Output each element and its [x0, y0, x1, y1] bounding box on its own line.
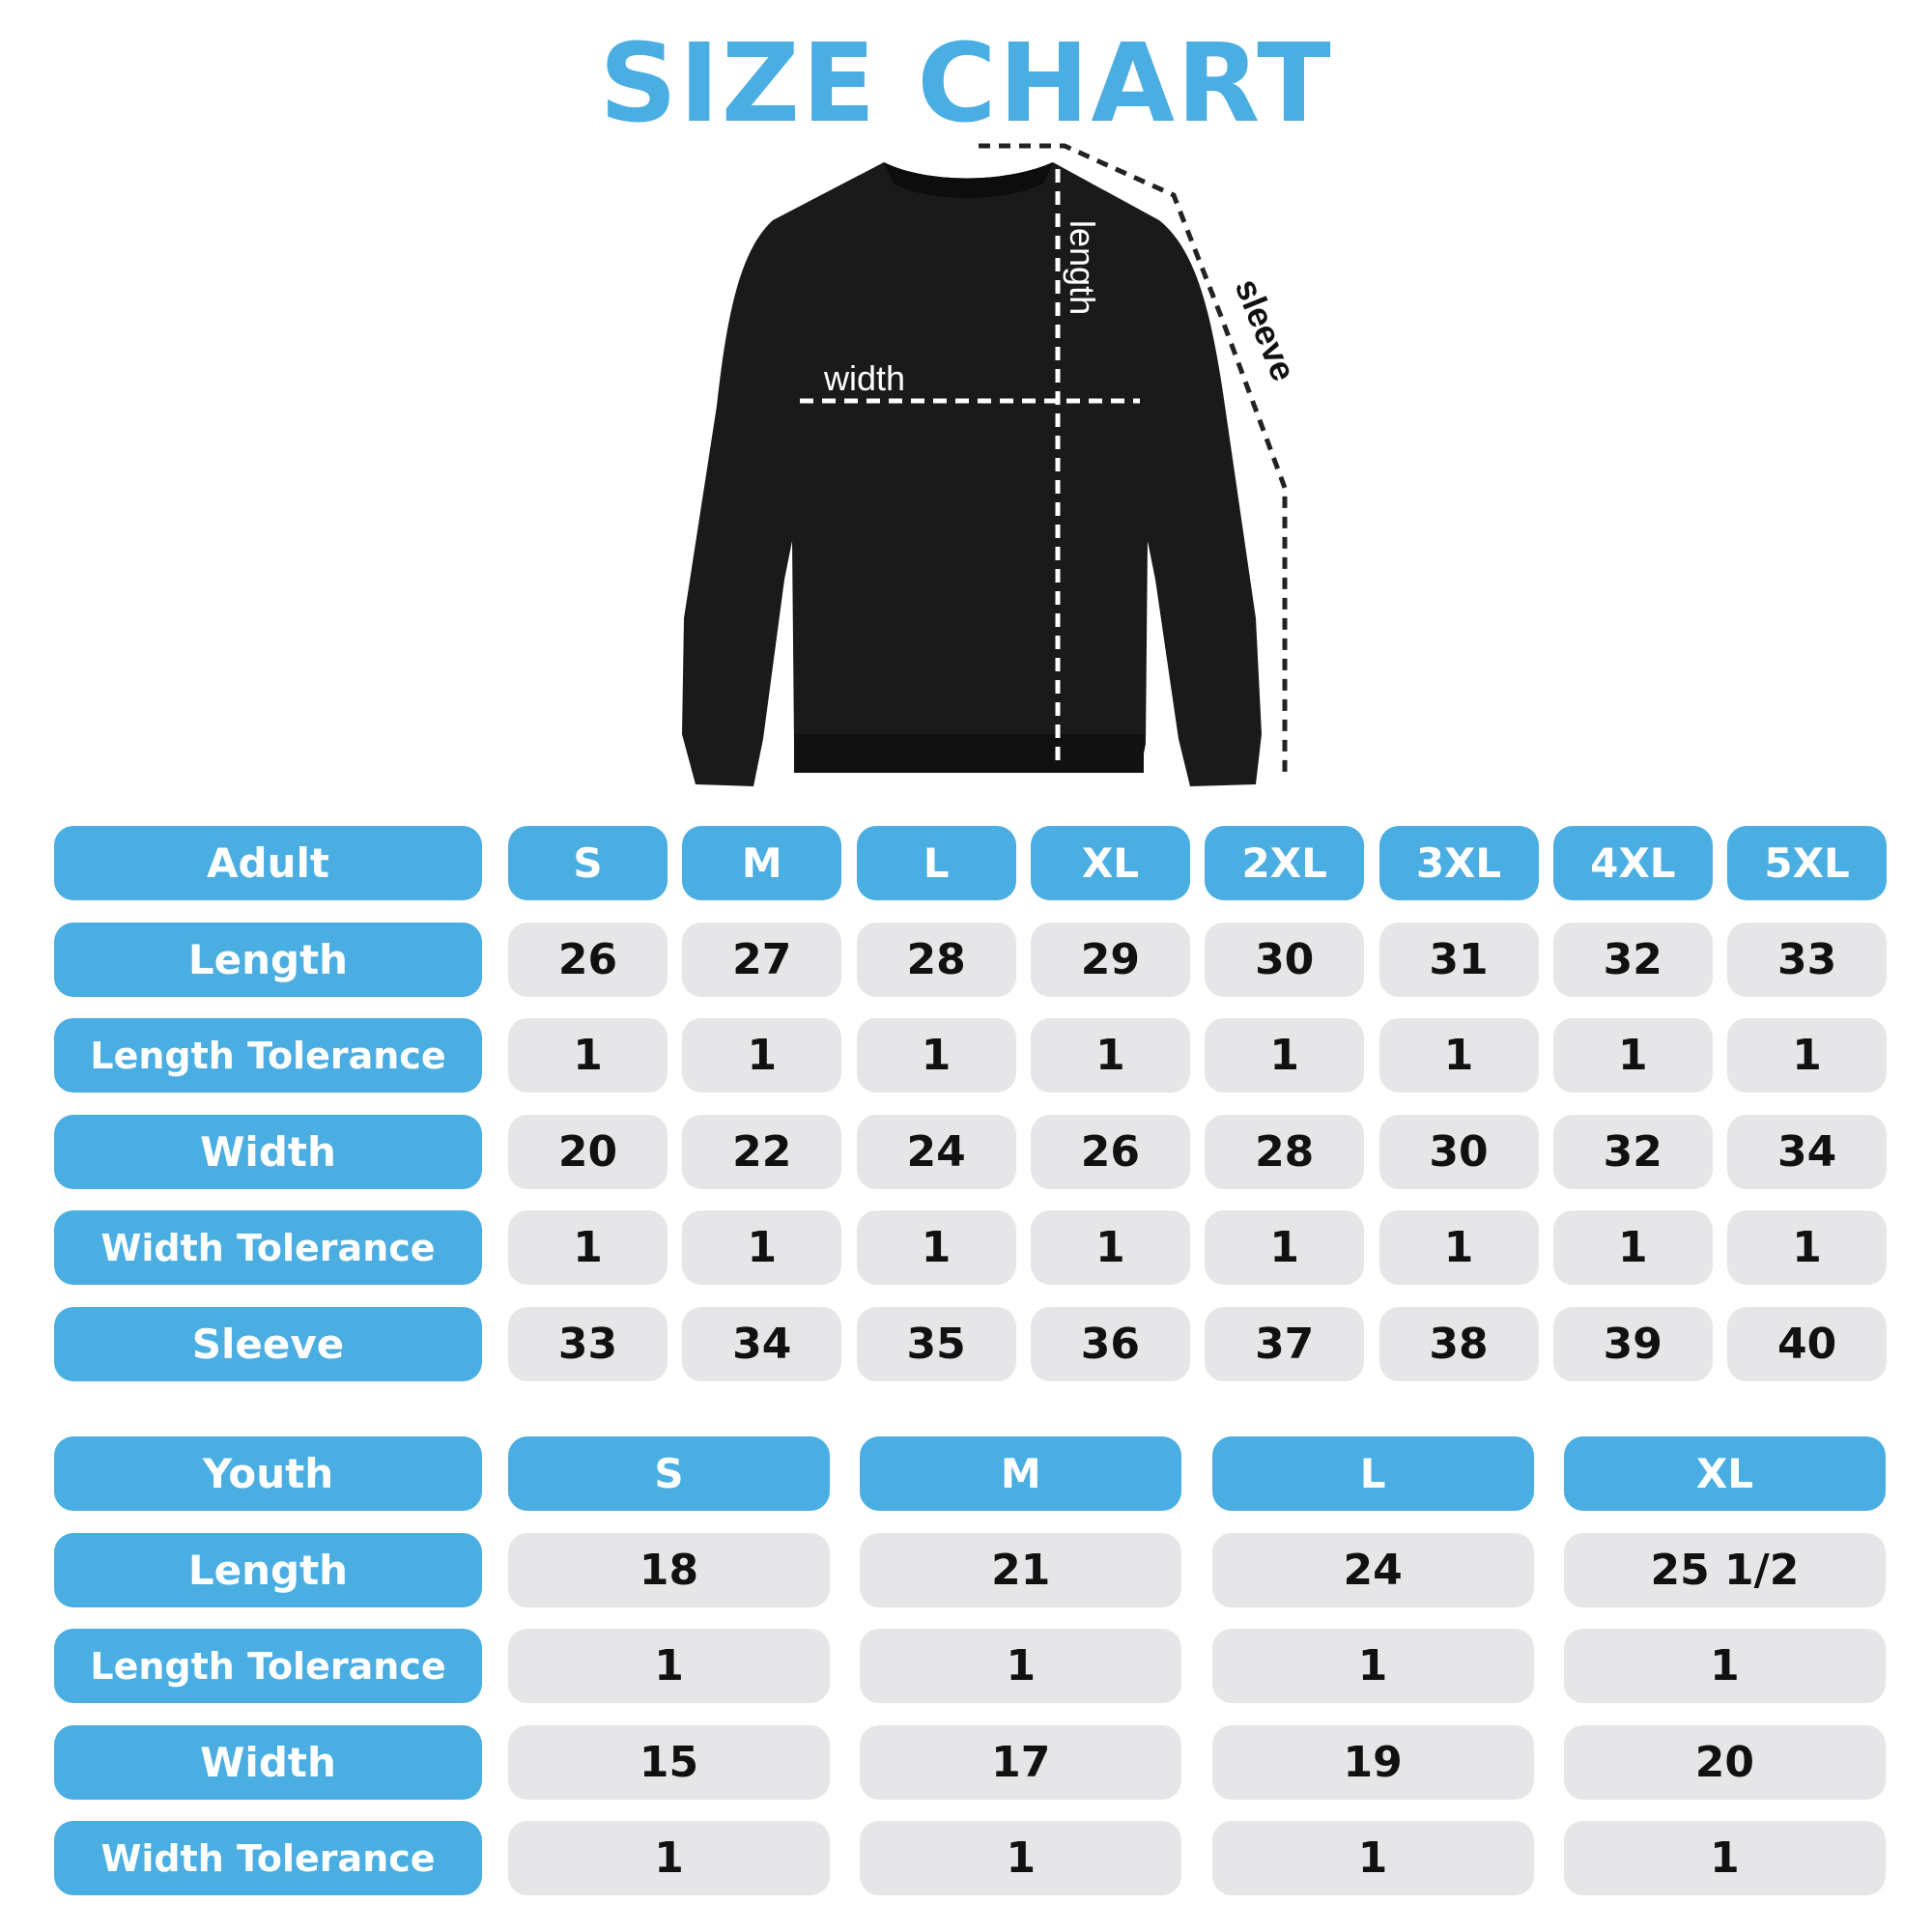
- adult-size-4xl: 4XL: [1552, 826, 1713, 900]
- youth-size-m: M: [860, 1436, 1182, 1511]
- adult-value-cell: 26: [1030, 1114, 1190, 1189]
- adult-value-cell: 1: [1030, 1210, 1190, 1285]
- youth-value-cell: 1: [1563, 1821, 1886, 1895]
- sleeve-measure-line: [979, 143, 1288, 773]
- adult-value-cell: 39: [1552, 1306, 1713, 1381]
- adult-size-l: L: [856, 826, 1016, 900]
- youth-value-cell: 1: [1211, 1629, 1534, 1703]
- youth-header-label: Youth: [54, 1436, 482, 1511]
- adult-row-label: Sleeve: [54, 1306, 482, 1381]
- adult-value-cell: 32: [1552, 1114, 1713, 1189]
- adult-value-cell: 36: [1030, 1306, 1190, 1381]
- adult-size-xl: XL: [1030, 826, 1190, 900]
- adult-value-cell: 1: [1552, 1210, 1713, 1285]
- adult-row-label: Width Tolerance: [54, 1210, 482, 1285]
- adult-value-cell: 1: [682, 1210, 842, 1285]
- adult-value-cell: 1: [856, 1018, 1016, 1093]
- width-label: width: [823, 358, 905, 398]
- adult-value-cell: 1: [1205, 1018, 1365, 1093]
- adult-value-cell: 32: [1552, 922, 1713, 997]
- adult-value-cell: 24: [856, 1114, 1016, 1189]
- youth-size-s: S: [508, 1436, 830, 1511]
- youth-value-cell: 15: [508, 1724, 830, 1800]
- youth-row-label: Width: [54, 1724, 482, 1800]
- adult-header-label: Adult: [54, 826, 482, 900]
- adult-value-cell: 28: [856, 922, 1016, 997]
- youth-row-label: Width Tolerance: [54, 1821, 482, 1895]
- adult-value-cell: 33: [508, 1306, 668, 1381]
- adult-row-label: Length: [54, 922, 482, 997]
- youth-value-cell: 1: [860, 1629, 1182, 1703]
- adult-value-cell: 35: [856, 1306, 1016, 1381]
- youth-value-cell: 1: [1211, 1821, 1534, 1895]
- youth-value-cell: 21: [860, 1532, 1182, 1607]
- adult-value-cell: 1: [1205, 1210, 1365, 1285]
- adult-value-cell: 31: [1378, 922, 1539, 997]
- adult-value-cell: 38: [1378, 1306, 1539, 1381]
- youth-row-label: Length Tolerance: [54, 1629, 482, 1703]
- adult-value-cell: 1: [508, 1210, 668, 1285]
- adult-value-cell: 1: [1727, 1018, 1888, 1093]
- youth-value-cell: 1: [508, 1821, 830, 1895]
- adult-size-2xl: 2XL: [1205, 826, 1365, 900]
- youth-value-cell: 1: [508, 1629, 830, 1703]
- adult-row-label: Length Tolerance: [54, 1018, 482, 1093]
- adult-value-cell: 33: [1727, 922, 1888, 997]
- adult-value-cell: 29: [1030, 922, 1190, 997]
- youth-value-cell: 1: [860, 1821, 1182, 1895]
- collar: [884, 162, 1053, 198]
- sweatshirt-icon: [682, 162, 1262, 786]
- adult-value-cell: 1: [1030, 1018, 1190, 1093]
- adult-size-3xl: 3XL: [1378, 826, 1539, 900]
- adult-size-5xl: 5XL: [1727, 826, 1888, 900]
- length-label: length: [1063, 220, 1102, 315]
- adult-value-cell: 20: [508, 1114, 668, 1189]
- adult-value-cell: 1: [682, 1018, 842, 1093]
- adult-value-cell: 37: [1205, 1306, 1365, 1381]
- adult-size-s: S: [508, 826, 668, 900]
- adult-value-cell: 1: [1552, 1018, 1713, 1093]
- sweatshirt-diagram: width length sleeve: [682, 143, 1304, 786]
- youth-size-xl: XL: [1563, 1436, 1886, 1511]
- adult-value-cell: 30: [1378, 1114, 1539, 1189]
- youth-value-cell: 17: [860, 1724, 1182, 1800]
- adult-value-cell: 1: [1378, 1210, 1539, 1285]
- youth-value-cell: 19: [1211, 1724, 1534, 1800]
- youth-value-cell: 25 1/2: [1563, 1532, 1886, 1607]
- adult-value-cell: 40: [1727, 1306, 1888, 1381]
- adult-value-cell: 22: [682, 1114, 842, 1189]
- adult-value-cell: 30: [1205, 922, 1365, 997]
- youth-value-cell: 20: [1563, 1724, 1886, 1800]
- adult-row-label: Width: [54, 1114, 482, 1189]
- adult-value-cell: 1: [1727, 1210, 1888, 1285]
- adult-value-cell: 27: [682, 922, 842, 997]
- adult-value-cell: 1: [508, 1018, 668, 1093]
- youth-value-cell: 24: [1211, 1532, 1534, 1607]
- adult-value-cell: 1: [1378, 1018, 1539, 1093]
- adult-value-cell: 28: [1205, 1114, 1365, 1189]
- adult-value-cell: 34: [682, 1306, 842, 1381]
- adult-value-cell: 26: [508, 922, 668, 997]
- adult-size-m: M: [682, 826, 842, 900]
- adult-value-cell: 34: [1727, 1114, 1888, 1189]
- youth-value-cell: 18: [508, 1532, 830, 1607]
- youth-value-cell: 1: [1563, 1629, 1886, 1703]
- page-title: SIZE CHART: [599, 21, 1333, 147]
- youth-row-label: Length: [54, 1532, 482, 1607]
- adult-value-cell: 1: [856, 1210, 1016, 1285]
- youth-size-l: L: [1211, 1436, 1534, 1511]
- hem-ribbing: [794, 734, 1144, 773]
